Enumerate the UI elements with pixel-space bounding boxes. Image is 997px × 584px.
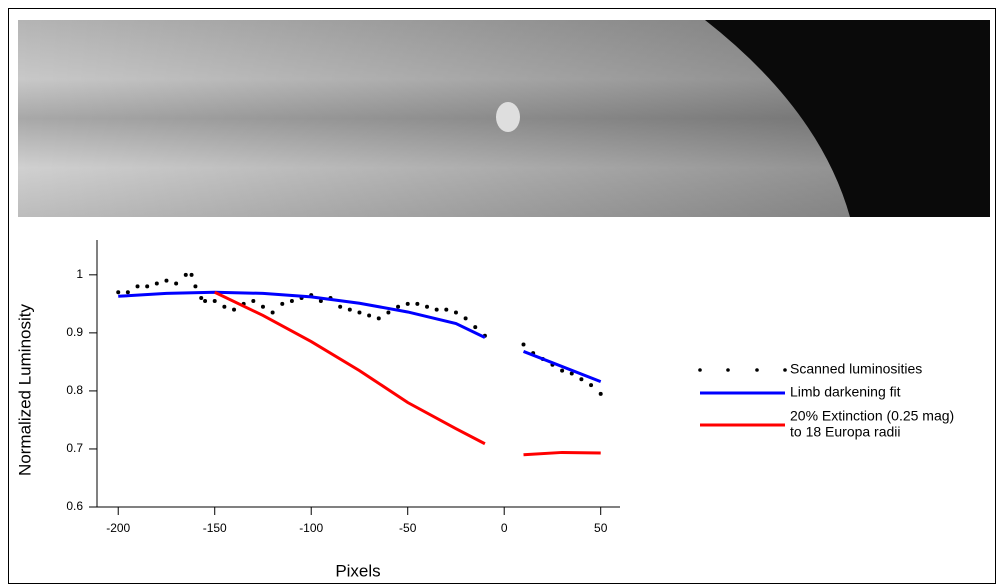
y-tick-label: 0.6 <box>66 499 83 513</box>
legend-label: 20% Extinction (0.25 mag) <box>790 408 954 424</box>
x-tick-label: -100 <box>299 521 323 535</box>
x-tick-label: 0 <box>501 521 508 535</box>
data-point <box>463 316 468 321</box>
data-point <box>232 307 237 312</box>
data-point <box>280 301 285 306</box>
data-point <box>444 307 449 312</box>
data-line <box>118 290 602 384</box>
data-point <box>174 281 179 286</box>
data-point <box>164 278 169 283</box>
data-point <box>589 383 594 388</box>
data-point <box>116 290 121 295</box>
data-point <box>222 304 227 309</box>
x-tick-label: -150 <box>203 521 227 535</box>
data-point <box>347 307 352 312</box>
data-point <box>521 342 526 347</box>
data-point <box>386 310 391 315</box>
legend-marker <box>726 368 730 372</box>
legend-label: Limb darkening fit <box>790 384 901 400</box>
data-point <box>270 310 275 315</box>
data-point <box>473 325 478 330</box>
y-tick-label: 0.9 <box>66 325 83 339</box>
data-point <box>260 304 265 309</box>
data-point <box>289 298 294 303</box>
data-point <box>579 377 584 382</box>
x-axis-title: Pixels <box>335 561 380 580</box>
data-point <box>357 310 362 315</box>
legend-marker <box>783 368 787 372</box>
data-point <box>415 301 420 306</box>
data-point <box>199 296 204 301</box>
legend-label: Scanned luminosities <box>790 361 922 377</box>
data-point <box>203 298 208 303</box>
legend-marker <box>698 368 702 372</box>
y-axis-title: Normalized Luminosity <box>15 304 34 476</box>
data-point <box>405 301 410 306</box>
x-tick-label: -50 <box>399 521 417 535</box>
data-point <box>154 281 159 286</box>
data-point <box>189 272 194 277</box>
data-point <box>212 298 217 303</box>
data-point <box>598 391 603 396</box>
y-tick-label: 1 <box>76 267 83 281</box>
data-point <box>183 272 188 277</box>
y-tick-label: 0.7 <box>66 441 83 455</box>
data-point <box>193 284 198 289</box>
legend-marker <box>755 368 759 372</box>
data-point <box>135 284 140 289</box>
data-point <box>396 304 401 309</box>
data-point <box>434 307 439 312</box>
data-point <box>145 284 150 289</box>
jupiter-image <box>18 20 990 217</box>
data-point <box>376 316 381 321</box>
y-tick-label: 0.8 <box>66 383 83 397</box>
data-line <box>214 290 601 457</box>
data-point <box>318 298 323 303</box>
data-point <box>560 368 565 373</box>
data-point <box>338 304 343 309</box>
data-point <box>425 304 430 309</box>
legend-label: to 18 Europa radii <box>790 424 901 440</box>
x-tick-label: 50 <box>594 521 608 535</box>
x-tick-label: -200 <box>106 521 130 535</box>
data-point <box>367 313 372 318</box>
data-point <box>453 310 458 315</box>
data-point <box>569 371 574 376</box>
data-point <box>251 298 256 303</box>
data-point <box>125 290 130 295</box>
